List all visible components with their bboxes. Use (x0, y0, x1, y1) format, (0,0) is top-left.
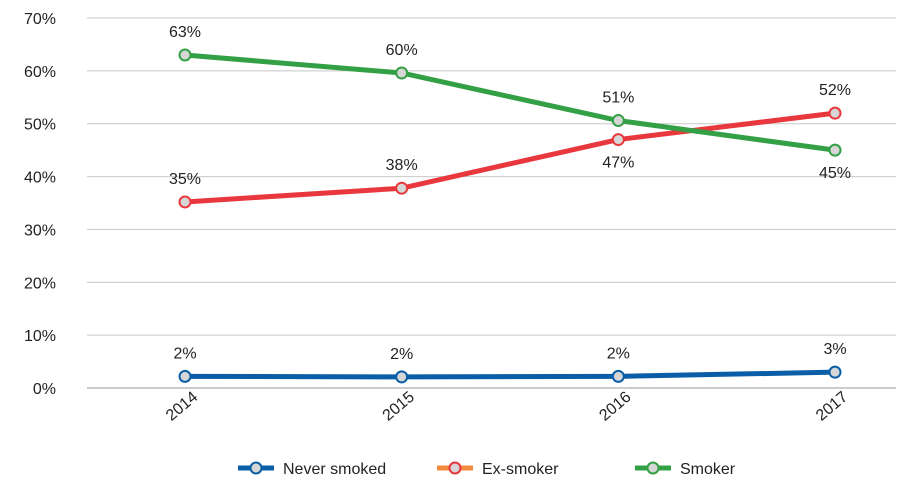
data-point (395, 370, 409, 384)
y-axis-ticks: 0% 10% 20% 30% 40% 50% 60% 70% (24, 11, 56, 398)
x-tick-label: 2015 (380, 389, 418, 425)
y-tick-label: 10% (24, 328, 56, 345)
series-line (182, 110, 838, 205)
data-label: 63% (169, 24, 201, 41)
y-tick-label: 40% (24, 170, 56, 187)
data-point (611, 114, 625, 128)
x-tick-label: 2017 (813, 389, 851, 425)
data-point (611, 369, 625, 383)
legend-label: Never smoked (283, 461, 386, 478)
y-tick-label: 20% (24, 275, 56, 292)
legend: Never smoked Ex-smoker Smoker (238, 461, 736, 478)
data-label: 2% (607, 345, 630, 362)
data-point (828, 106, 842, 120)
data-point (395, 181, 409, 195)
data-labels: 2% 2% 2% 3% 35% 38% 47% 52% 63% 60% 51% 45% (169, 24, 851, 363)
series-line (182, 369, 838, 380)
x-tick-label: 2014 (163, 389, 201, 425)
y-tick-label: 60% (24, 64, 56, 81)
data-label: 51% (602, 90, 634, 107)
data-label: 35% (169, 171, 201, 188)
data-label: 2% (390, 346, 413, 363)
data-point (178, 48, 192, 62)
data-label: 47% (602, 155, 634, 172)
x-axis-ticks: 2014 2015 2016 2017 (163, 389, 851, 425)
legend-label: Ex-smoker (482, 461, 559, 478)
y-tick-label: 70% (24, 11, 56, 28)
data-label: 2% (173, 345, 196, 362)
y-tick-label: 30% (24, 222, 56, 239)
data-point (178, 369, 192, 383)
data-label: 3% (823, 341, 846, 358)
data-point (828, 143, 842, 157)
legend-swatch-marker (646, 461, 660, 475)
data-label: 52% (819, 82, 851, 99)
data-point (611, 133, 625, 147)
data-point (178, 195, 192, 209)
legend-label: Smoker (680, 461, 736, 478)
series-lines (178, 48, 842, 384)
data-point (828, 365, 842, 379)
grid (87, 17, 896, 389)
legend-swatch-marker (249, 461, 263, 475)
series-line (182, 52, 838, 153)
data-label: 38% (386, 157, 418, 174)
data-label: 45% (819, 165, 851, 182)
legend-swatch-marker (448, 461, 462, 475)
x-tick-label: 2016 (596, 389, 634, 425)
y-tick-label: 50% (24, 117, 56, 134)
y-tick-label: 0% (33, 381, 56, 398)
data-label: 60% (386, 42, 418, 59)
data-point (395, 66, 409, 80)
